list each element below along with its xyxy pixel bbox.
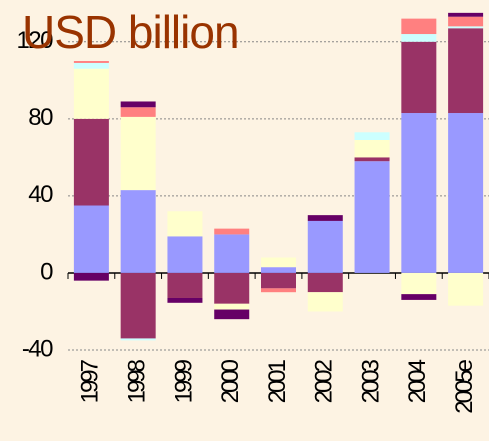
- x-tick-label: 1997: [77, 359, 104, 403]
- x-tick-label: 1998: [124, 359, 151, 403]
- bar-segment: [448, 113, 484, 273]
- bar-segment: [120, 190, 156, 273]
- bar-segment: [214, 228, 250, 235]
- bar-segment: [73, 61, 109, 63]
- bar-segment: [401, 294, 437, 300]
- x-tick-label: 2002: [311, 359, 338, 403]
- bar-segment: [261, 288, 296, 293]
- bar-segment: [448, 26, 484, 29]
- bar-segment: [120, 116, 156, 191]
- bar-segment: [261, 257, 296, 268]
- bar-segment: [354, 140, 390, 158]
- x-tick-label: 2005e: [451, 359, 478, 413]
- y-tick-label: -40: [22, 335, 53, 362]
- bar-segment: [401, 34, 437, 42]
- bar-segment: [307, 220, 343, 273]
- y-tick-label: 120: [16, 27, 53, 54]
- bar-segment: [448, 12, 484, 17]
- bar-segment: [214, 272, 250, 304]
- bar-segment: [167, 211, 203, 237]
- bar-segment: [307, 272, 343, 293]
- bar-segment: [214, 234, 250, 273]
- bar-segment: [167, 297, 203, 303]
- bar-segment: [401, 41, 437, 114]
- chart-title: USD billion: [22, 6, 239, 58]
- x-tick-label: 1999: [170, 359, 197, 403]
- bar-segment: [167, 236, 203, 273]
- bar-segment: [307, 292, 343, 312]
- bar-segment: [401, 272, 437, 295]
- bar-segment: [73, 62, 109, 69]
- bar-segment: [354, 161, 390, 273]
- bar-segment: [401, 113, 437, 273]
- bar-segment: [120, 107, 156, 117]
- bar-segment: [120, 338, 156, 341]
- bar-segment: [73, 68, 109, 119]
- bar-segment: [307, 215, 343, 221]
- bar-segment: [214, 309, 250, 320]
- bar-segment: [214, 303, 250, 310]
- bar-segment: [448, 272, 484, 306]
- bar-segment: [73, 205, 109, 273]
- bar-segment: [354, 132, 390, 141]
- x-tick-label: 2004: [404, 359, 431, 403]
- bar-segment: [73, 118, 109, 206]
- y-tick-label: 0: [40, 258, 53, 285]
- bar-segment: [73, 272, 109, 281]
- bar-segment: [120, 272, 156, 339]
- y-tick-label: 40: [28, 181, 53, 208]
- bar-segment: [120, 101, 156, 108]
- x-tick-label: 2000: [217, 359, 244, 403]
- y-tick-label: 80: [28, 104, 53, 131]
- bar-segment: [401, 18, 437, 35]
- x-tick-label: 2003: [357, 359, 384, 403]
- bar-segment: [261, 267, 296, 273]
- bar-segment: [354, 157, 390, 162]
- bar-segment: [167, 272, 203, 298]
- bar-segment: [448, 28, 484, 114]
- bar-segment: [261, 272, 296, 289]
- x-tick-label: 2001: [264, 359, 291, 403]
- bar-segment: [448, 16, 484, 27]
